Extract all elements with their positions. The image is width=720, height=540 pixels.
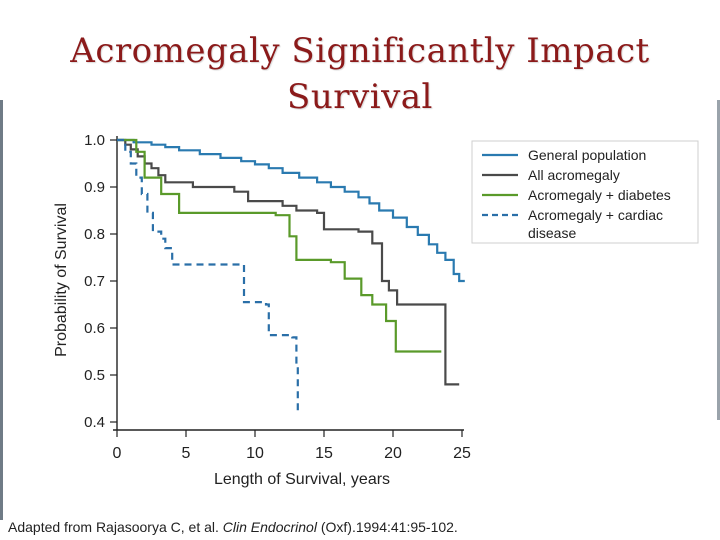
legend-box — [471, 140, 699, 244]
series-line-3 — [117, 138, 442, 353]
y-tick-label: 0.4 — [84, 414, 105, 431]
series-line-4 — [117, 138, 299, 413]
y-tick-label: 1.0 — [84, 132, 105, 149]
legend-label-4: Acromegaly + cardiac — [528, 207, 663, 223]
y-tick-label: 0.5 — [84, 367, 105, 384]
x-tick-label: 0 — [113, 445, 122, 462]
y-tick-label: 0.6 — [84, 320, 105, 337]
legend-label-1: General population — [528, 147, 646, 163]
y-tick-label: 0.7 — [84, 273, 105, 290]
citation: Adapted from Rajasoorya C, et al. Clin E… — [8, 519, 458, 535]
legend-label-4-cont: disease — [528, 225, 576, 241]
legend-label-2: All acromegaly — [528, 167, 620, 183]
x-tick-label: 15 — [315, 445, 333, 462]
series-line-2 — [117, 138, 460, 386]
series-line-1 — [117, 138, 465, 283]
x-tick-label: 25 — [453, 445, 471, 462]
citation-suffix: (Oxf).1994:41:95-102. — [316, 519, 458, 535]
slide-title: Acromegaly Significantly Impact Survival — [0, 28, 720, 120]
x-tick-label: 10 — [246, 445, 264, 462]
x-axis-label: Length of Survival, years — [214, 471, 390, 488]
y-axis-label: Probability of Survival — [53, 203, 70, 357]
left-edge-bar — [0, 100, 3, 520]
x-tick-label: 20 — [384, 445, 402, 462]
right-edge-bar — [717, 100, 720, 420]
legend-label-3: Acromegaly + diabetes — [528, 187, 671, 203]
y-tick-label: 0.9 — [84, 179, 105, 196]
slide-title-line-1: Acromegaly Significantly Impact — [70, 31, 650, 71]
slide-title-line-2: Survival — [287, 77, 433, 117]
x-tick-label: 5 — [182, 445, 191, 462]
y-tick-label: 0.8 — [84, 226, 105, 243]
citation-prefix: Adapted from Rajasoorya C, et al. — [8, 519, 223, 535]
citation-journal: Clin Endocrinol — [222, 519, 317, 535]
